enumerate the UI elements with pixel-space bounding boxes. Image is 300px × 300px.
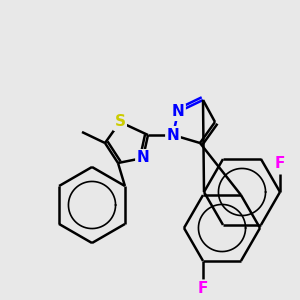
Text: N: N xyxy=(136,151,149,166)
Text: N: N xyxy=(167,128,179,142)
Text: F: F xyxy=(275,157,285,172)
Text: N: N xyxy=(172,104,184,119)
Text: F: F xyxy=(198,281,208,296)
Text: S: S xyxy=(115,115,125,130)
